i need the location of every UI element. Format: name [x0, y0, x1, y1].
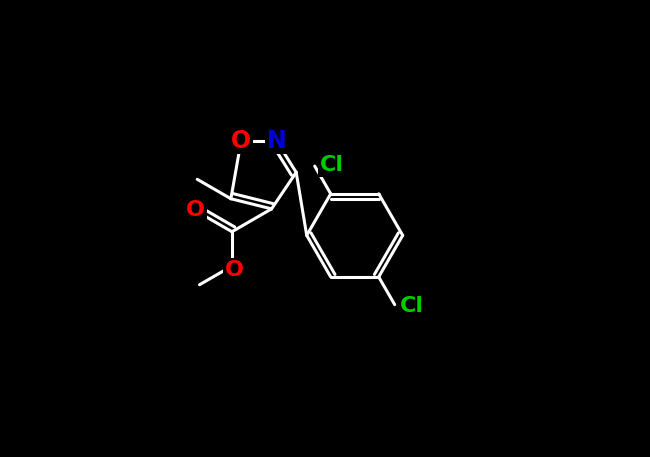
- Text: Cl: Cl: [320, 155, 344, 175]
- Text: O: O: [225, 260, 244, 280]
- Text: O: O: [186, 200, 205, 220]
- Text: Cl: Cl: [400, 296, 424, 316]
- Text: N: N: [266, 128, 286, 153]
- Text: O: O: [231, 128, 251, 153]
